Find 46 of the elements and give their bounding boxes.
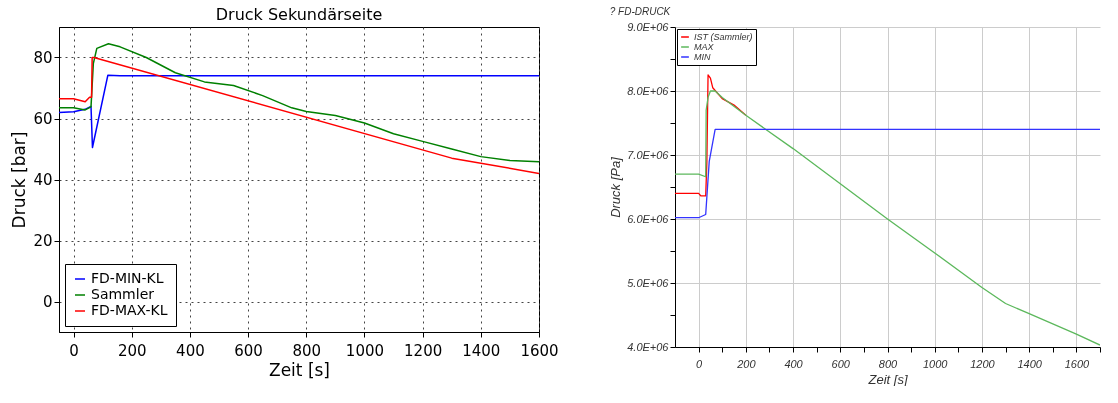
y-tick-label: 8.0E+06 <box>627 84 670 97</box>
x-tick-label: 1000 <box>922 357 949 370</box>
x-tick-label: 400 <box>784 357 804 370</box>
y-tick-label: 60 <box>33 110 53 128</box>
x-tick-label: 0 <box>69 341 79 360</box>
x-tick-label: 200 <box>736 357 757 370</box>
x-tick-label: 400 <box>176 341 205 360</box>
line-series <box>675 128 1100 219</box>
legend-label: FD-MIN-KL <box>91 270 164 286</box>
line-series <box>59 43 539 163</box>
legend-label: Sammler <box>91 286 155 302</box>
y-tick-label: 9.0E+06 <box>627 20 670 33</box>
x-tick-label: 1600 <box>1064 357 1090 370</box>
x-tick-label: 600 <box>234 341 263 360</box>
y-axis-title: Druck [bar] <box>9 131 30 229</box>
x-tick-label: 1400 <box>1017 357 1043 370</box>
line-series <box>675 74 747 197</box>
x-tick-label: 1000 <box>345 341 385 360</box>
legend-label: MIN <box>694 52 711 62</box>
legend-label: IST (Sammler) <box>694 32 753 42</box>
x-axis-title: Zeit [s] <box>867 371 908 387</box>
y-tick-label: 5.0E+06 <box>627 276 670 289</box>
x-tick-label: 600 <box>831 357 851 370</box>
y-tick-label: 20 <box>33 232 53 250</box>
line-series <box>59 56 539 175</box>
legend-label: FD-MAX-KL <box>91 302 168 318</box>
x-tick-label: 1400 <box>462 341 501 360</box>
y-tick-label: 40 <box>33 171 53 189</box>
chart-title: ? FD-DRUCK <box>609 6 672 17</box>
chart-title: Druck Sekundärseite <box>215 5 383 24</box>
y-axis-title: Druck [Pa] <box>608 156 624 218</box>
x-tick-label: 1200 <box>404 341 443 360</box>
x-tick-label: 1600 <box>520 341 559 360</box>
y-tick-label: 4.0E+06 <box>627 340 670 353</box>
legend-label: MAX <box>694 42 715 52</box>
x-tick-label: 200 <box>117 341 147 360</box>
y-tick-label: 6.0E+06 <box>627 212 670 225</box>
x-tick-label: 800 <box>292 341 322 360</box>
y-tick-label: 80 <box>33 49 53 67</box>
line-series <box>59 74 539 149</box>
x-tick-label: 0 <box>696 357 704 370</box>
x-tick-label: 1200 <box>970 357 996 370</box>
x-tick-label: 800 <box>878 357 899 370</box>
y-tick-label: 7.0E+06 <box>627 148 670 161</box>
x-axis-title: Zeit [s] <box>268 359 331 380</box>
y-tick-label: 0 <box>42 293 53 311</box>
